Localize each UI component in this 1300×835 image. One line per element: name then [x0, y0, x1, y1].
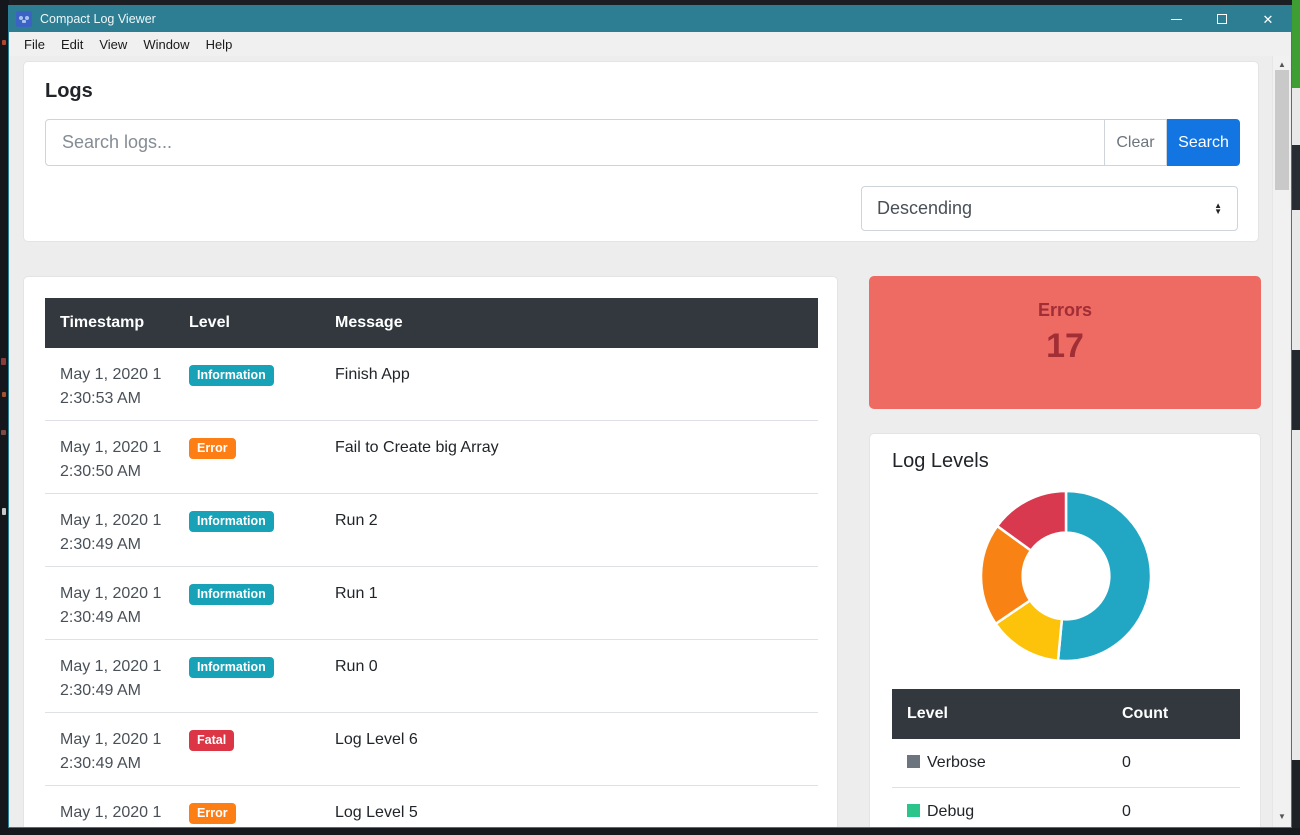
level-color-swatch — [907, 804, 920, 817]
maximize-button[interactable] — [1199, 6, 1245, 32]
menu-file[interactable]: File — [24, 36, 45, 52]
list-item: Debug 0 — [892, 788, 1240, 827]
log-table: Timestamp Level Message May 1, 2020 1 2:3… — [45, 298, 818, 827]
sort-arrows-icon: ▲ ▼ — [1214, 200, 1222, 216]
table-row[interactable]: May 1, 2020 1 2:30:50 AM Error Fail to Cr… — [45, 421, 818, 494]
level-badge: Fatal — [189, 730, 235, 751]
menubar: File Edit View Window Help — [9, 32, 1291, 56]
column-message: Message — [335, 314, 403, 331]
app-icon — [16, 11, 32, 27]
menu-edit[interactable]: Edit — [60, 36, 84, 52]
menu-help[interactable]: Help — [205, 36, 233, 52]
page-title: Logs — [45, 80, 93, 102]
main-content: Logs Clear Search Descending ▲▼ Timestam… — [9, 56, 1291, 827]
log-levels-table: Level Count Verbose 0 Debug 0 — [892, 689, 1240, 827]
table-row[interactable]: May 1, 2020 1 2:30:49 AM Information Run … — [45, 567, 818, 640]
level-badge: Error — [189, 438, 236, 459]
scrollbar-thumb[interactable] — [1275, 70, 1289, 190]
level-badge: Information — [189, 584, 274, 605]
donut-slice-fatal — [995, 489, 1068, 553]
menu-view[interactable]: View — [99, 36, 128, 52]
donut-slice-information — [1056, 489, 1153, 663]
table-row[interactable]: May 1, 2020 1 2:30:49 AM Information Run … — [45, 640, 818, 713]
errors-summary-card: Errors 17 — [869, 276, 1261, 409]
search-panel: Logs Clear Search Descending ▲▼ — [23, 61, 1259, 242]
level-badge: Information — [189, 365, 274, 386]
column-count: Count — [1122, 705, 1169, 722]
log-table-panel: Timestamp Level Message May 1, 2020 1 2:3… — [23, 276, 838, 827]
column-level: Level — [907, 705, 948, 722]
errors-count: 17 — [1046, 327, 1084, 365]
scroll-up-icon[interactable]: ▲ — [1278, 60, 1286, 69]
list-item: Verbose 0 — [892, 739, 1240, 788]
background-window-right — [1292, 0, 1300, 835]
log-levels-table-header: Level Count — [892, 689, 1240, 739]
background-window-bottom — [9, 828, 1300, 835]
sort-order-value: Descending — [877, 198, 973, 218]
level-badge: Error — [189, 803, 236, 824]
log-levels-title: Log Levels — [892, 450, 989, 472]
app-window: Compact Log Viewer ✕ File Edit View Wind… — [8, 5, 1292, 828]
level-badge: Information — [189, 657, 274, 678]
column-timestamp: Timestamp — [60, 314, 145, 331]
window-title: Compact Log Viewer — [40, 12, 156, 26]
log-levels-panel: Log Levels Level Count Verbose 0 Debug 0 — [869, 433, 1261, 827]
table-row[interactable]: May 1, 2020 1 2:30:49 AM Fatal Log Level … — [45, 713, 818, 786]
table-row[interactable]: May 1, 2020 1 2:30:53 AM Information Fini… — [45, 348, 818, 421]
table-row[interactable]: May 1, 2020 1 Error Log Level 5 — [45, 786, 818, 827]
level-color-swatch — [907, 755, 920, 768]
table-row[interactable]: May 1, 2020 1 2:30:49 AM Information Run … — [45, 494, 818, 567]
minimize-icon — [1170, 18, 1182, 20]
sort-order-select[interactable]: Descending ▲ ▼ — [861, 186, 1238, 231]
log-levels-donut-chart — [978, 488, 1154, 664]
level-badge: Information — [189, 511, 274, 532]
titlebar[interactable]: Compact Log Viewer ✕ — [9, 6, 1291, 32]
close-icon: ✕ — [1262, 11, 1274, 27]
maximize-icon — [1217, 14, 1227, 24]
close-button[interactable]: ✕ — [1245, 6, 1291, 32]
vertical-scrollbar[interactable]: ▲ ▼ — [1272, 56, 1290, 827]
minimize-button[interactable] — [1153, 6, 1199, 32]
background-window-left — [0, 0, 9, 835]
column-level: Level — [189, 314, 230, 331]
scroll-down-icon[interactable]: ▼ — [1278, 812, 1286, 821]
clear-button[interactable]: Clear — [1105, 119, 1167, 166]
menu-window[interactable]: Window — [143, 36, 190, 52]
errors-label: Errors — [1037, 300, 1093, 320]
search-button[interactable]: Search — [1167, 119, 1240, 166]
log-table-header: Timestamp Level Message — [45, 298, 818, 348]
search-input[interactable] — [45, 119, 1105, 166]
